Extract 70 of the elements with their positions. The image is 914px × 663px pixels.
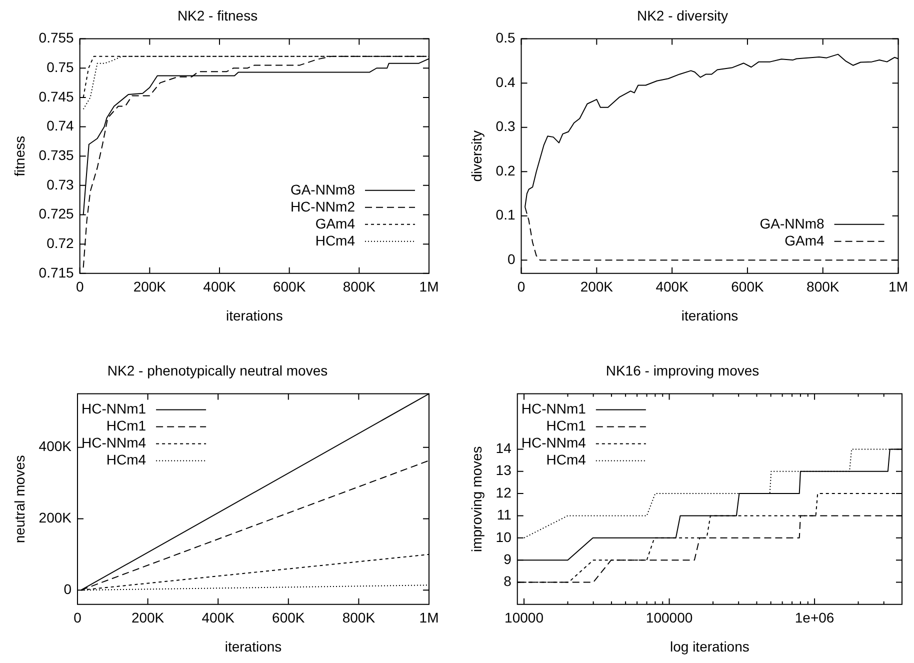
x-tick-label: 600K (731, 278, 764, 295)
x-tick-label: 200K (131, 610, 165, 626)
y-axis-title: improving moves (468, 446, 484, 552)
legend-label: GA-NNm8 (760, 215, 824, 232)
y-axis-title: diversity (468, 130, 484, 182)
y-tick-label: 0.715 (38, 264, 74, 280)
x-tick-label: 800K (806, 278, 840, 295)
x-tick-label: 600K (272, 278, 306, 295)
y-tick-label: 0 (64, 580, 72, 597)
legend-label: HC-NNm2 (290, 198, 356, 214)
y-tick-label: 8 (504, 573, 512, 590)
y-tick-label: 0.745 (38, 88, 74, 104)
legend-label: GA-NNm8 (290, 181, 356, 198)
x-tick-label: 1M (419, 610, 439, 626)
x-tick-label: 400K (656, 278, 690, 295)
y-tick-label: 0.75 (46, 58, 74, 75)
y-tick-label: 9 (504, 550, 512, 567)
x-tick-label: 1M (888, 278, 908, 295)
x-tick-label: 800K (342, 610, 376, 626)
y-tick-label: 0.74 (46, 118, 74, 134)
legend-label: HC-NNm1 (521, 400, 586, 417)
y-axis-title: fitness (11, 136, 28, 176)
y-axis-title: neutral moves (11, 455, 28, 544)
y-tick-label: 0.73 (46, 176, 74, 192)
chart-title: NK2 - phenotypically neutral moves (107, 362, 328, 378)
y-tick-label: 11 (496, 506, 512, 523)
y-tick-label: 200K (38, 510, 72, 526)
y-tick-label: 10 (496, 528, 512, 545)
x-axis-title: iterations (224, 638, 282, 654)
y-tick-label: 14 (496, 440, 512, 456)
x-tick-label: 1e+06 (794, 610, 834, 626)
legend-label: GAm4 (784, 232, 824, 248)
chart-title: NK2 - diversity (636, 7, 728, 24)
y-tick-label: 0.72 (46, 234, 74, 251)
x-tick-label: 1M (419, 278, 439, 295)
y-tick-label: 0.755 (38, 30, 74, 46)
chart-title: NK2 - fitness (177, 7, 258, 24)
y-tick-label: 0.725 (38, 206, 74, 222)
x-tick-label: 800K (342, 278, 376, 295)
x-tick-label: 10000 (504, 610, 544, 626)
legend-label: HCm1 (546, 418, 586, 434)
legend-label: HC-NNm1 (81, 400, 146, 417)
legend-label: HC-NNm4 (521, 434, 586, 451)
y-tick-label: 400K (38, 438, 72, 454)
legend-label: HCm4 (106, 452, 146, 468)
y-tick-label: 13 (496, 462, 512, 478)
y-tick-label: 12 (496, 484, 512, 500)
x-axis-title: iterations (681, 307, 738, 324)
x-tick-label: 100000 (646, 610, 693, 626)
x-tick-label: 400K (203, 278, 237, 295)
chart-title: NK16 - improving moves (606, 362, 760, 378)
y-tick-label: 0.5 (496, 30, 516, 46)
legend-label: HCm1 (106, 418, 146, 434)
y-tick-label: 0.735 (38, 146, 74, 163)
y-tick-label: 0.3 (496, 118, 516, 134)
x-tick-label: 200K (133, 278, 167, 295)
legend-label: HCm4 (315, 232, 356, 248)
y-tick-label: 0.2 (496, 162, 516, 178)
legend-label: GAm4 (315, 215, 356, 232)
legend-label: HCm4 (546, 452, 586, 468)
x-tick-label: 200K (580, 278, 614, 295)
x-axis-title: log iterations (670, 638, 750, 654)
y-tick-label: 0 (507, 250, 516, 267)
x-tick-label: 400K (202, 610, 236, 626)
x-tick-label: 600K (272, 610, 306, 626)
y-tick-label: 0.1 (496, 206, 516, 223)
x-axis-title: iterations (226, 307, 283, 324)
legend-label: HC-NNm4 (81, 434, 146, 451)
y-tick-label: 0.4 (496, 74, 516, 90)
x-tick-label: 0 (517, 278, 526, 295)
